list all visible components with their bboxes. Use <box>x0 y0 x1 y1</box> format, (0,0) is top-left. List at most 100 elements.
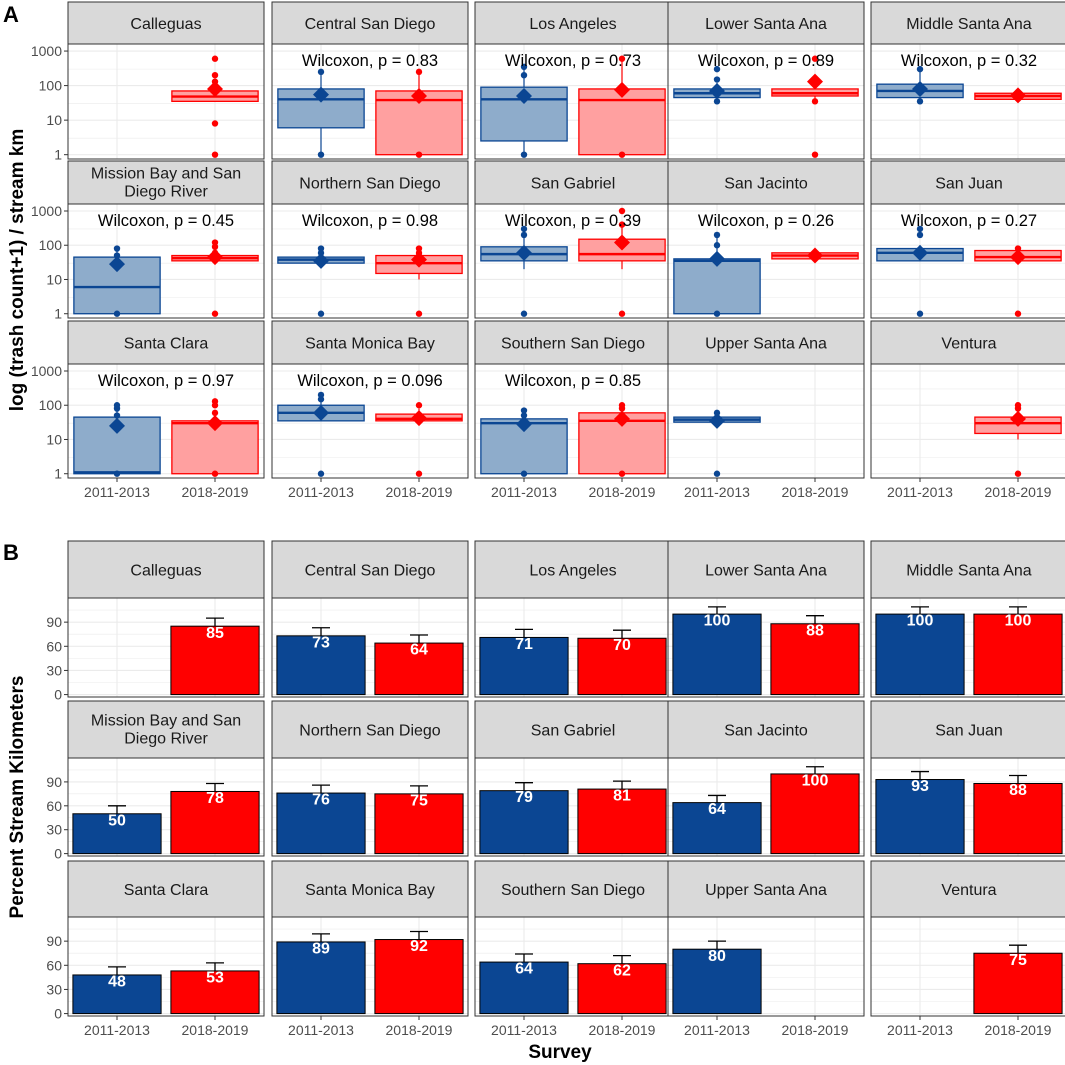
facet-a-4-wilcoxon-label: Wilcoxon, p = 0.32 <box>901 52 1037 70</box>
facet-a-10-y-tick-label: 1 <box>54 466 62 482</box>
facet-a-13-x-tick-label: 2018-2019 <box>782 484 849 500</box>
facet-b-6-strip-label: Northern San Diego <box>299 723 441 740</box>
facet-b-10-bar-2011 <box>72 974 162 1015</box>
facet-a-5-box-2011-mean-marker <box>109 256 125 273</box>
facet-b-2-strip-label: Los Angeles <box>529 563 616 580</box>
facet-a-11-box-2018-outlier <box>415 470 423 477</box>
facet-b-4-bar-2011-value-label: 100 <box>907 613 934 630</box>
facet-a-0-strip <box>67 1 265 45</box>
facet-a-8-wilcoxon-label: Wilcoxon, p = 0.26 <box>698 212 834 230</box>
facet-b-10-y-tick-label: 90 <box>46 933 62 949</box>
facet-a-12-box-2018-outlier <box>618 470 626 477</box>
facet-b-4-strip-label: Middle Santa Ana <box>906 563 1032 580</box>
facet-a-0-y-tick-label: 100 <box>39 78 63 94</box>
facet-a-4-panel-border <box>870 43 1065 160</box>
facet-a-9-strip-label: San Juan <box>935 176 1003 193</box>
facet-a-4-box-2011-mean-marker <box>912 80 928 97</box>
facet-a-5-panel-border <box>67 203 265 319</box>
facet-b-3-strip-label: Lower Santa Ana <box>705 563 827 580</box>
facet-a-8-box-2011-outlier <box>713 231 721 239</box>
facet-a-0-y-tick-label: 10 <box>46 112 62 128</box>
facet-a-14-box-2018-mean-marker <box>1010 410 1026 427</box>
facet-a-5-box-2018-outlier <box>211 239 219 246</box>
facet-a-3: Lower Santa Ana Wilcoxon, p = 0.89 <box>667 1 865 160</box>
facet-a-12-box-2018-mean-marker <box>614 410 630 427</box>
facet-a-1-box-2018-mean-marker <box>411 87 427 104</box>
facet-b-11-bar-2011-value-label: 89 <box>312 941 330 958</box>
facet-b-3-bar-2018 <box>770 623 860 696</box>
facet-a-14-strip-label: Ventura <box>941 336 996 353</box>
facet-b-0: Calleguas 0 30 60 90 85 <box>46 540 265 703</box>
facet-a-9-box-2011-outlier <box>916 310 924 317</box>
facet-a-2-box-2018-iqr <box>578 88 666 156</box>
facet-b-3-panel-border <box>667 597 865 698</box>
facet-a-7-box-2011-outlier <box>520 231 528 239</box>
facet-a-2-strip-label: Los Angeles <box>529 16 616 33</box>
facet-b-8-strip <box>667 700 865 759</box>
facet-b-11-panel-border <box>271 916 469 1017</box>
facet-b-5-strip-label: Diego River <box>124 731 208 748</box>
facet-b-2-bar-2011-value-label: 71 <box>515 636 533 653</box>
facet-b-14: Ventura 75 2011-2013 2018-2019 <box>870 860 1065 1038</box>
facet-b-1-bar-2018-value-label: 64 <box>410 642 428 659</box>
facet-a-6: Northern San Diego Wilcoxon, p = 0.98 <box>271 160 469 319</box>
facet-b-7: San Gabriel 79 81 <box>474 700 672 857</box>
facet-a-2-wilcoxon-label: Wilcoxon, p = 0.73 <box>505 52 641 70</box>
facet-a-5-strip <box>67 160 265 205</box>
facet-a-0-box-2018-mean-marker <box>207 80 223 97</box>
facet-b-7-bar-2018 <box>577 788 667 855</box>
facet-b-8-bar-2018-value-label: 100 <box>802 773 829 790</box>
facet-a-10-y-tick-label: 10 <box>46 431 62 447</box>
facet-a-8-box-2018-mean-marker <box>807 247 823 264</box>
facet-a-9-box-2018-outlier <box>1014 310 1022 317</box>
facet-a-0-y-tick-label: 1000 <box>31 43 62 59</box>
facet-a-10: Santa Clara 1 10 100 1000 Wilcoxon, p = 0.97 2… <box>31 320 265 500</box>
facet-a-5-box-2018-outlier <box>211 310 219 317</box>
facet-a-12-wilcoxon-label: Wilcoxon, p = 0.85 <box>505 372 641 390</box>
facet-b-4-bar-2018-value-label: 100 <box>1005 613 1032 630</box>
facet-a-1-box-2011-outlier <box>317 151 325 158</box>
facet-a-5-y-tick-label: 100 <box>39 237 63 253</box>
facet-b-5-bar-2011-value-label: 50 <box>108 812 126 829</box>
facet-a-4-strip-label: Middle Santa Ana <box>906 16 1032 33</box>
facet-a-12-box-2011-outlier <box>520 470 528 477</box>
facet-a-4-plot-bg <box>871 44 1065 159</box>
facet-b-4-bar-2011 <box>875 613 965 696</box>
facet-b-13-panel-border <box>667 916 865 1017</box>
facet-a-1-wilcoxon-label: Wilcoxon, p = 0.83 <box>302 52 438 70</box>
facet-a-14-x-tick-label: 2018-2019 <box>985 484 1052 500</box>
facet-a-8-box-2011-outlier <box>713 242 721 249</box>
facet-b-5-y-tick-label: 60 <box>46 798 62 814</box>
facet-a-11-box-2011-outlier <box>317 391 325 399</box>
facet-a-5-strip-label: Mission Bay and San <box>91 166 241 183</box>
facet-a-4-box-2011-outlier <box>916 98 924 105</box>
facet-a-9-box-2011-outlier <box>916 231 924 239</box>
facet-a-7-strip-label: San Gabriel <box>531 176 616 193</box>
facet-a-3-box-2011-mean-marker <box>709 82 725 99</box>
facet-a-9-box-2011-mean-marker <box>912 244 928 261</box>
facet-a-13-strip-label: Upper Santa Ana <box>705 336 827 353</box>
facet-a-11-box-2011-mean-marker <box>313 404 329 421</box>
facet-b-14-bar-2018-value-label: 75 <box>1009 952 1027 969</box>
facet-b-14-panel-border <box>870 916 1065 1017</box>
facet-b-4-strip <box>870 540 1065 599</box>
facet-a-14-box-2018-outlier <box>1014 470 1022 477</box>
facet-a-4: Middle Santa Ana Wilcoxon, p = 0.32 <box>870 1 1065 160</box>
panel-a-ylabel: log (trash count+1) / stream km <box>7 129 28 411</box>
facet-a-8-strip <box>667 160 865 205</box>
facet-a-11-panel-border <box>271 363 469 479</box>
facet-a-4-box-2011-outlier <box>916 65 924 73</box>
facet-a-11-box-2011-outlier <box>317 470 325 477</box>
facet-b-10-y-tick-label: 60 <box>46 957 62 973</box>
facet-a-11-strip-label: Santa Monica Bay <box>305 336 435 353</box>
facet-b-7-strip-label: San Gabriel <box>531 723 616 740</box>
facet-a-7-box-2018-outlier <box>618 310 626 317</box>
facet-b-12-x-tick-label: 2018-2019 <box>589 1022 656 1038</box>
facet-a-10-box-2018-outlier <box>211 409 219 417</box>
facet-a-13-panel-border <box>667 363 865 479</box>
facet-a-5-y-tick-label: 1000 <box>31 203 62 219</box>
facet-a-7-box-2011-outlier <box>520 225 528 233</box>
facet-b-0-strip-label: Calleguas <box>130 563 201 580</box>
facet-b-13-bar-2011-value-label: 80 <box>708 948 726 965</box>
facet-b-3-bar-2011-value-label: 100 <box>704 613 731 630</box>
